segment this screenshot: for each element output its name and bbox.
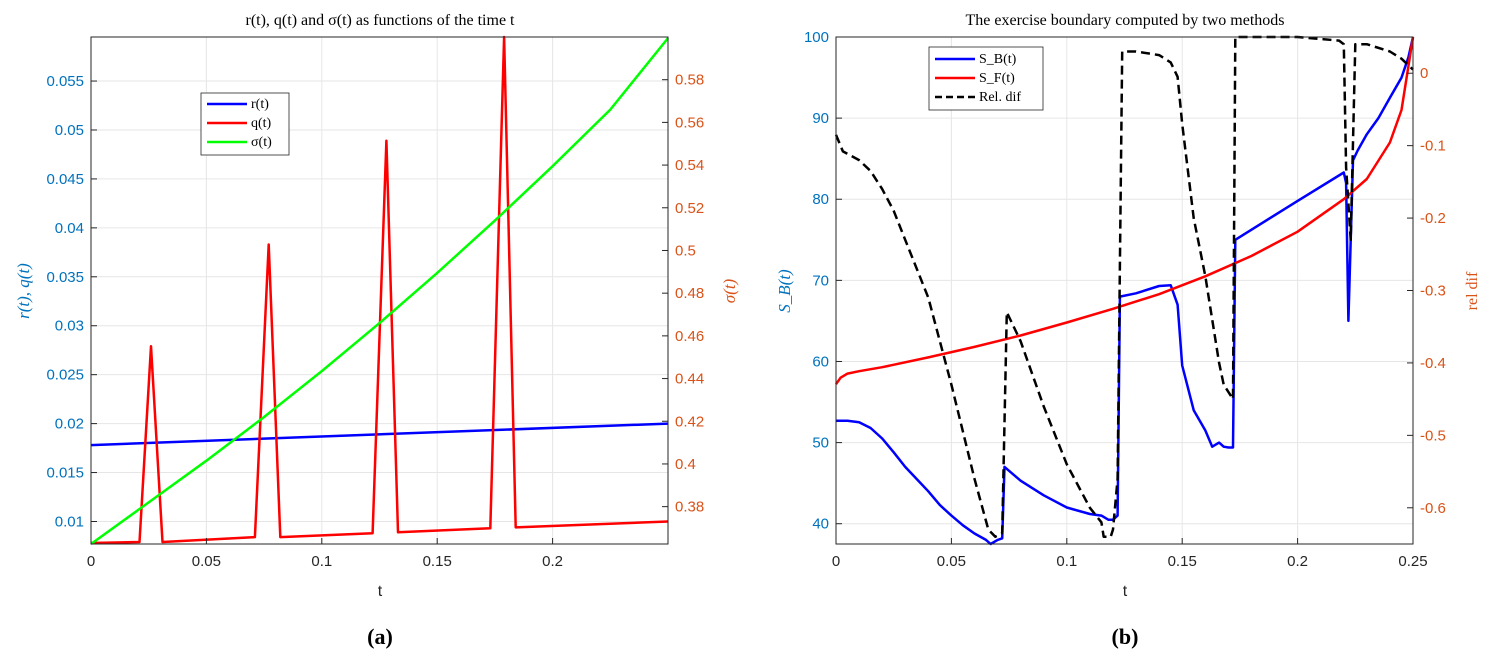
chart-a: 0 0.05 0.1 0.15 0.2 0.01 0.015 0.02 0.025 0.03 0.0… (14, 12, 739, 649)
series-line-a-1 (90, 35, 669, 545)
chart-b-ylabel-left: S_B(t) (775, 269, 794, 313)
chart-b-ylabel-right: rel dif (1464, 271, 1481, 310)
chart-b: 0 0.05 0.1 0.15 0.2 0.25 40 50 60 70 80 90 100 -0.6 -0… (775, 12, 1481, 649)
x-tick-label: 0.2 (1287, 553, 1308, 570)
y-tick-label-left: 80 (812, 191, 829, 208)
x-tick-label: 0.15 (423, 553, 452, 570)
x-tick-label: 0.1 (311, 553, 332, 570)
legend-b-label-reldif: Rel. dif (979, 90, 1021, 105)
ticks-b: 0 0.05 0.1 0.15 0.2 0.25 40 50 60 70 80 90 100 -0.6 -0… (804, 29, 1446, 570)
x-tick-label: 0.15 (1168, 553, 1197, 570)
y-tick-label-left: 0.03 (55, 318, 84, 335)
x-tick-label: 0.05 (192, 553, 221, 570)
y-tick-label-left: 50 (812, 435, 829, 452)
y-tick-label-left: 0.05 (55, 122, 84, 139)
caption-b: (b) (1112, 624, 1139, 649)
y-tick-label-right: 0 (1420, 65, 1428, 82)
plot-area-b (836, 37, 1413, 544)
axes-box-a (90, 36, 669, 545)
y-tick-label-right: 0.5 (675, 242, 696, 259)
y-tick-label-left: 0.01 (55, 513, 84, 530)
series-line-b-2 (834, 35, 1414, 539)
grid-a (90, 37, 668, 544)
y-tick-label-right: 0.42 (675, 413, 704, 430)
x-tick-label: 0 (87, 553, 95, 570)
y-tick-label-right: 0.48 (675, 285, 704, 302)
chart-b-title: The exercise boundary computed by two me… (965, 12, 1284, 29)
y-tick-label-right: -0.1 (1420, 138, 1446, 155)
chart-a-ylabel-right: σ(t) (720, 278, 739, 303)
y-tick-label-right: 0.52 (675, 200, 704, 217)
y-tick-label-left: 70 (812, 272, 829, 289)
series-line-a-0 (90, 422, 669, 447)
x-tick-label: 0.25 (1398, 553, 1427, 570)
chart-a-title: r(t), q(t) and σ(t) as functions of the … (246, 12, 516, 29)
y-tick-label-left: 90 (812, 110, 829, 127)
legend-a-label-q: q(t) (251, 116, 272, 131)
legend-a: r(t) q(t) σ(t) (200, 92, 290, 156)
legend-b-label-sf: S_F(t) (979, 71, 1015, 86)
y-tick-label-left: 0.045 (46, 171, 84, 188)
y-tick-label-right: -0.2 (1420, 210, 1446, 227)
legend-a-label-sigma: σ(t) (251, 135, 272, 150)
legend-a-label-r: r(t) (251, 97, 269, 112)
y-tick-label-right: 0.46 (675, 328, 704, 345)
y-tick-label-left: 0.035 (46, 269, 84, 286)
y-tick-label-left: 60 (812, 353, 829, 370)
y-tick-label-left: 0.015 (46, 465, 84, 482)
y-tick-label-right: -0.6 (1420, 500, 1446, 517)
plot-area-a (91, 37, 668, 544)
chart-a-xlabel: t (378, 583, 383, 600)
y-tick-label-left: 100 (804, 29, 829, 46)
legend-b: S_B(t) S_F(t) Rel. dif (928, 46, 1044, 111)
y-tick-label-left: 0.04 (55, 220, 84, 237)
y-tick-label-left: 0.02 (55, 416, 84, 433)
x-tick-label: 0 (832, 553, 840, 570)
y-tick-label-left: 0.055 (46, 73, 84, 90)
x-tick-label: 0.05 (937, 553, 966, 570)
y-tick-label-right: 0.54 (675, 157, 704, 174)
ticks-a: 0 0.05 0.1 0.15 0.2 0.01 0.015 0.02 0.025 0.03 0.0… (46, 72, 704, 570)
y-tick-label-left: 0.025 (46, 367, 84, 384)
y-tick-label-right: 0.58 (675, 72, 704, 89)
chart-a-ylabel-left: r(t), q(t) (14, 263, 33, 319)
y-tick-label-right: 0.4 (675, 456, 696, 473)
series-line-b-1 (834, 36, 1415, 385)
x-tick-label: 0.1 (1056, 553, 1077, 570)
series-group-a (90, 35, 669, 546)
y-tick-label-right: 0.56 (675, 114, 704, 131)
y-tick-label-right: 0.38 (675, 499, 704, 516)
y-tick-label-left: 40 (812, 516, 829, 533)
chart-b-xlabel: t (1123, 583, 1128, 600)
series-group-b (834, 35, 1415, 546)
series-line-a-2 (90, 37, 669, 546)
y-tick-label-right: -0.4 (1420, 355, 1446, 372)
legend-b-label-sb: S_B(t) (979, 52, 1017, 67)
y-tick-label-right: -0.5 (1420, 427, 1446, 444)
x-tick-label: 0.2 (542, 553, 563, 570)
y-tick-label-right: 0.44 (675, 371, 704, 388)
y-tick-label-right: -0.3 (1420, 283, 1446, 300)
caption-a: (a) (367, 624, 393, 649)
